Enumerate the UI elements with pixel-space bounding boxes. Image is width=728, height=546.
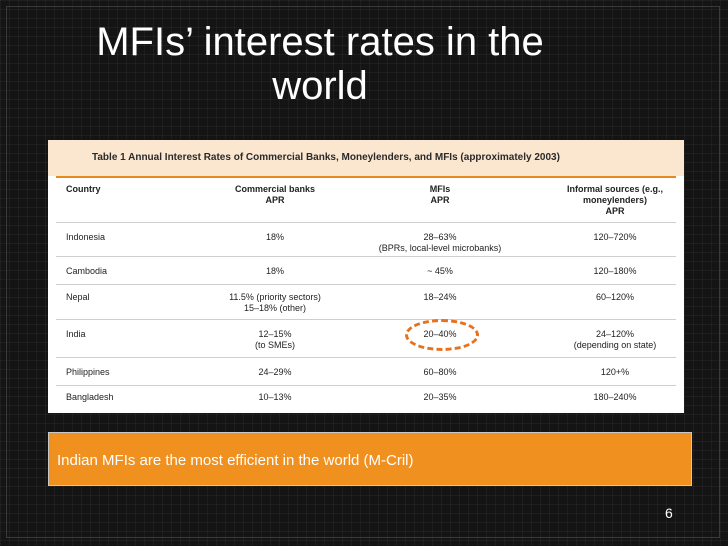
header-informal-line2: moneylenders) bbox=[582, 195, 648, 205]
row-nepal-commercial-line2: 15–18% (other) bbox=[243, 303, 307, 313]
row-indonesia-informal: 120–720% bbox=[593, 232, 637, 242]
row-philippines-country: Philippines bbox=[66, 367, 110, 377]
row-bangladesh-commercial: 10–13% bbox=[258, 392, 292, 402]
table-rule bbox=[56, 319, 676, 320]
slide-title-line2: world bbox=[272, 64, 368, 108]
header-commercial-line2: APR bbox=[265, 195, 285, 205]
caption-bar: Indian MFIs are the most efficient in th… bbox=[48, 432, 692, 486]
row-india-informal-line1: 24–120% bbox=[595, 329, 635, 339]
row-philippines-informal: 120+% bbox=[600, 367, 630, 377]
highlight-circle bbox=[405, 319, 479, 351]
row-cambodia-commercial: 18% bbox=[265, 266, 285, 276]
row-india-informal-line2: (depending on state) bbox=[573, 340, 657, 350]
table-caption-band: Table 1 Annual Interest Rates of Commerc… bbox=[48, 140, 684, 176]
row-bangladesh-mfis: 20–35% bbox=[423, 392, 457, 402]
slide-frame bbox=[6, 6, 720, 538]
caption-rule bbox=[56, 176, 676, 178]
row-india-commercial-line2: (to SMEs) bbox=[254, 340, 296, 350]
row-indonesia-country: Indonesia bbox=[66, 232, 106, 242]
row-india-informal: 24–120% (depending on state) bbox=[574, 329, 657, 351]
row-nepal-commercial-line1: 11.5% (priority sectors) bbox=[229, 292, 321, 302]
table-rule bbox=[56, 385, 676, 386]
slide-title-line1: MFIs’ interest rates in the bbox=[96, 20, 544, 64]
row-indonesia-mfis-line2: (BPRs, local-level microbanks) bbox=[378, 243, 502, 253]
interest-rates-table: Table 1 Annual Interest Rates of Commerc… bbox=[48, 140, 684, 413]
row-nepal-commercial: 11.5% (priority sectors) 15–18% (other) bbox=[229, 292, 321, 314]
row-indonesia-mfis-line1: 28–63% bbox=[423, 232, 457, 242]
row-india-country: India bbox=[66, 329, 86, 339]
slide-title: MFIs’ interest rates in the world bbox=[40, 20, 600, 108]
header-mfis: MFIs APR bbox=[430, 184, 451, 206]
slide-caption: Indian MFIs are the most efficient in th… bbox=[57, 452, 414, 469]
header-commercial-line1: Commercial banks bbox=[234, 184, 316, 194]
header-mfis-line1: MFIs bbox=[429, 184, 451, 194]
table-caption: Table 1 Annual Interest Rates of Commerc… bbox=[92, 152, 560, 163]
row-cambodia-country: Cambodia bbox=[66, 266, 108, 276]
row-nepal-mfis: 18–24% bbox=[423, 292, 457, 302]
row-philippines-mfis: 60–80% bbox=[423, 367, 457, 377]
row-india-commercial-line1: 12–15% bbox=[258, 329, 292, 339]
row-cambodia-mfis: ~ 45% bbox=[427, 266, 453, 276]
row-indonesia-commercial: 18% bbox=[265, 232, 285, 242]
header-country: Country bbox=[66, 184, 101, 194]
header-mfis-line2: APR bbox=[430, 195, 450, 205]
table-rule bbox=[56, 284, 676, 285]
header-commercial: Commercial banks APR bbox=[235, 184, 315, 206]
page-number: 6 bbox=[665, 505, 673, 521]
row-bangladesh-country: Bangladesh bbox=[66, 392, 114, 402]
table-rule bbox=[56, 222, 676, 223]
row-india-commercial: 12–15% (to SMEs) bbox=[255, 329, 295, 351]
table-rule bbox=[56, 256, 676, 257]
table-rule bbox=[56, 357, 676, 358]
row-bangladesh-informal: 180–240% bbox=[593, 392, 637, 402]
row-indonesia-mfis: 28–63% (BPRs, local-level microbanks) bbox=[379, 232, 502, 254]
header-informal-line3: APR bbox=[605, 206, 625, 216]
row-nepal-country: Nepal bbox=[66, 292, 90, 302]
row-nepal-informal: 60–120% bbox=[595, 292, 635, 302]
header-informal-line1: Informal sources (e.g., bbox=[566, 184, 664, 194]
header-informal: Informal sources (e.g., moneylenders) AP… bbox=[567, 184, 663, 217]
row-philippines-commercial: 24–29% bbox=[258, 367, 292, 377]
row-cambodia-informal: 120–180% bbox=[593, 266, 637, 276]
